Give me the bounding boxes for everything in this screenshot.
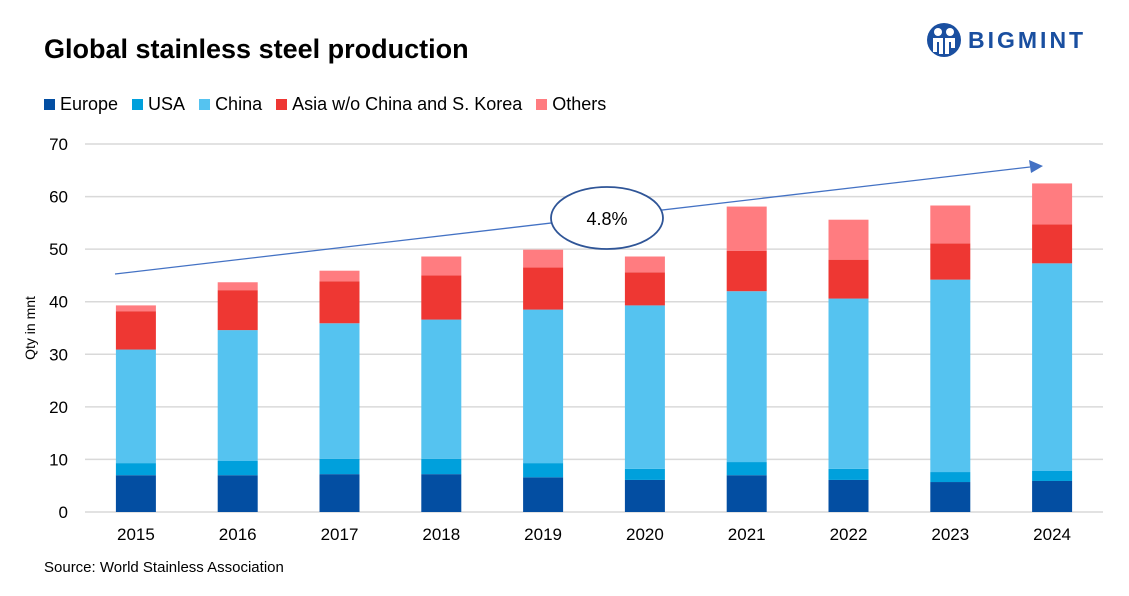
bar-segment-china-2017 <box>319 323 360 459</box>
legend-item: USA <box>132 94 185 115</box>
bar-segment-china-2022 <box>828 298 869 469</box>
bar-segment-europe-2019 <box>523 477 564 512</box>
bar-segment-usa-2019 <box>523 463 564 478</box>
legend-swatch <box>536 99 548 110</box>
bar-segment-asia-w-o-china-and-s-korea-2022 <box>828 259 869 299</box>
bar-segment-others-2018 <box>421 256 462 276</box>
x-tick-label: 2021 <box>728 525 766 544</box>
legend-label: Europe <box>60 94 119 114</box>
bar-segment-others-2021 <box>726 206 767 251</box>
legend-label: USA <box>148 94 186 114</box>
bar-segment-others-2022 <box>828 219 869 260</box>
bar-segment-asia-w-o-china-and-s-korea-2017 <box>319 281 360 324</box>
bar-segment-usa-2023 <box>930 472 971 483</box>
bar-segment-others-2020 <box>624 256 665 273</box>
bar-segment-asia-w-o-china-and-s-korea-2018 <box>421 275 462 320</box>
bar-segment-usa-2024 <box>1032 470 1073 481</box>
logo-icon <box>927 23 961 57</box>
bar-segment-china-2016 <box>217 330 258 462</box>
x-tick-label: 2023 <box>931 525 969 544</box>
bar-segment-europe-2024 <box>1032 480 1073 512</box>
bar-segment-china-2019 <box>523 309 564 464</box>
bar-segment-china-2024 <box>1032 263 1073 471</box>
legend: Europe USA China Asia w/o China and S. Kore… <box>44 94 606 115</box>
bar-segment-china-2020 <box>624 305 665 469</box>
bar-segment-asia-w-o-china-and-s-korea-2016 <box>217 290 258 331</box>
bar-segment-usa-2022 <box>828 468 869 480</box>
y-tick-label: 70 <box>49 135 68 154</box>
chart-title: Global stainless steel production <box>44 34 469 64</box>
bar-segment-china-2015 <box>115 349 156 464</box>
y-tick-label: 0 <box>59 503 68 522</box>
bar-segment-usa-2017 <box>319 458 360 475</box>
bar-segment-europe-2023 <box>930 482 971 512</box>
bar-segment-usa-2016 <box>217 461 258 476</box>
bar-segment-asia-w-o-china-and-s-korea-2024 <box>1032 224 1073 264</box>
legend-item: Europe <box>44 94 118 115</box>
callout-ellipse <box>550 186 664 250</box>
bar-segment-europe-2016 <box>217 475 258 512</box>
y-tick-label: 40 <box>49 293 68 312</box>
x-tick-label: 2015 <box>117 525 155 544</box>
bar-segment-others-2015 <box>115 305 156 312</box>
x-tick-label: 2024 <box>1033 525 1071 544</box>
legend-swatch <box>199 99 211 110</box>
x-tick-label: 2016 <box>219 525 257 544</box>
bar-segment-europe-2017 <box>319 474 360 512</box>
bar-segment-asia-w-o-china-and-s-korea-2020 <box>624 272 665 306</box>
bigmint-logo: BIGMINT <box>926 22 1086 58</box>
legend-item: Asia w/o China and S. Korea <box>276 94 522 115</box>
x-tick-label: 2022 <box>830 525 868 544</box>
bar-segment-others-2019 <box>523 249 564 268</box>
legend-label: China <box>215 94 263 114</box>
y-tick-label: 10 <box>49 450 68 469</box>
y-axis-label: Qty in mnt <box>22 296 38 360</box>
legend-label: Others <box>552 94 607 114</box>
bar-segment-usa-2018 <box>421 458 462 475</box>
x-tick-label: 2019 <box>524 525 562 544</box>
bar-segment-china-2021 <box>726 291 767 463</box>
bar-segment-china-2023 <box>930 279 971 473</box>
bar-segment-europe-2015 <box>115 475 156 512</box>
legend-swatch <box>132 99 144 110</box>
legend-swatch <box>44 99 55 110</box>
bar-segment-asia-w-o-china-and-s-korea-2019 <box>523 267 564 310</box>
bar-segment-asia-w-o-china-and-s-korea-2015 <box>115 311 156 350</box>
bar-segment-usa-2015 <box>115 463 156 476</box>
y-tick-label: 30 <box>49 345 68 364</box>
x-tick-label: 2018 <box>422 525 460 544</box>
bar-segment-china-2018 <box>421 319 462 459</box>
bar-segment-europe-2018 <box>421 474 462 512</box>
source-note: Source: World Stainless Association <box>44 559 284 576</box>
legend-swatch <box>276 99 288 110</box>
bar-segment-others-2024 <box>1032 183 1073 225</box>
bar-segment-others-2017 <box>319 270 360 282</box>
logo-text: BIGMINT <box>968 26 1087 53</box>
callout-text: 4.8% <box>586 209 627 229</box>
bar-segment-others-2016 <box>217 282 258 291</box>
x-tick-label: 2017 <box>321 525 359 544</box>
arrowhead-icon <box>1029 160 1043 173</box>
bar-segment-europe-2020 <box>624 479 665 512</box>
x-tick-label: 2020 <box>626 525 664 544</box>
bar-segment-usa-2020 <box>624 468 665 480</box>
bar-segment-asia-w-o-china-and-s-korea-2021 <box>726 250 767 292</box>
bar-segment-europe-2021 <box>726 475 767 512</box>
y-tick-label: 60 <box>49 188 68 207</box>
bar-segment-europe-2022 <box>828 479 869 512</box>
legend-label: Asia w/o China and S. Korea <box>292 94 523 114</box>
y-tick-label: 50 <box>49 240 68 259</box>
bar-segment-usa-2021 <box>726 462 767 476</box>
legend-item: China <box>199 94 262 115</box>
bar-segment-others-2023 <box>930 205 971 244</box>
bar-segment-asia-w-o-china-and-s-korea-2023 <box>930 243 971 280</box>
y-tick-label: 20 <box>49 398 68 417</box>
legend-item: Others <box>536 94 606 115</box>
